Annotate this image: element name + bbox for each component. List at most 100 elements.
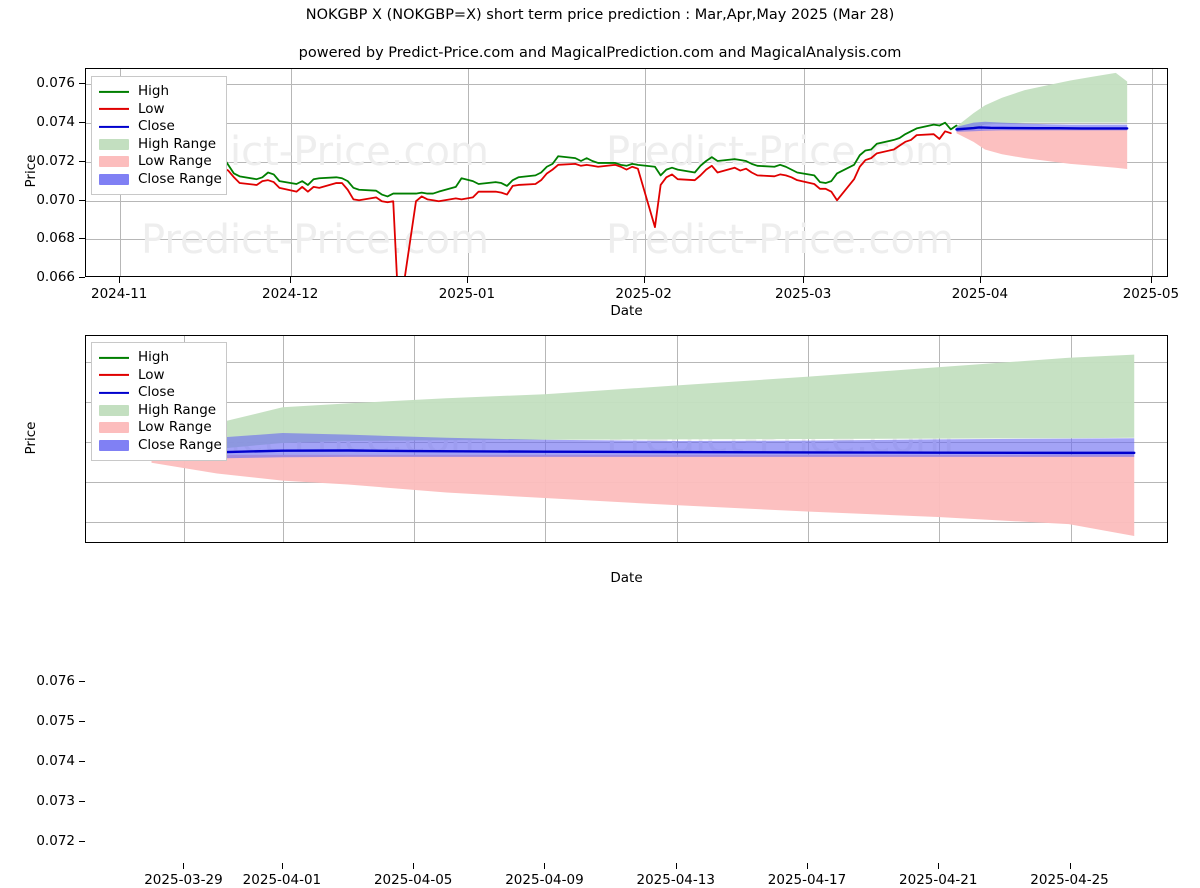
chart-series-layer bbox=[86, 72, 1167, 277]
x-axis-tick-label: 2025-01 bbox=[438, 286, 496, 302]
legend-swatch-line-icon bbox=[99, 86, 129, 98]
legend-item-close-range: Close Range bbox=[99, 437, 222, 455]
y-axis-tick bbox=[79, 238, 85, 240]
grid-line-vertical bbox=[1151, 69, 1153, 276]
chart-series-layer bbox=[86, 354, 1167, 537]
top-chart-legend[interactable]: High Low Close High Range Low Range Close Ran… bbox=[91, 76, 227, 195]
legend-swatch-line-icon bbox=[99, 387, 129, 399]
top-plot-area: Predict-Price.com Predict-Price.com Predic… bbox=[85, 68, 1168, 277]
legend-swatch-patch-icon bbox=[99, 156, 129, 168]
y-axis-tick bbox=[79, 199, 85, 201]
x-axis-tick bbox=[675, 863, 677, 869]
legend-label: Close Range bbox=[138, 170, 222, 187]
band-low-range bbox=[151, 454, 1135, 537]
legend-item-high-range: High Range bbox=[99, 402, 218, 420]
y-axis-tick-label: 0.070 bbox=[36, 191, 75, 208]
legend-item-high: High bbox=[99, 83, 218, 101]
series-line-close bbox=[956, 127, 1127, 129]
legend-item-low-range: Low Range bbox=[99, 153, 218, 171]
y-axis-tick-label: 0.073 bbox=[36, 793, 75, 809]
legend-swatch-line-icon bbox=[99, 369, 129, 381]
x-axis-tick-label: 2025-04-17 bbox=[767, 872, 847, 888]
top-chart-panel: Predict-Price.com Predict-Price.com Predic… bbox=[0, 0, 1200, 320]
legend-swatch-line-icon bbox=[99, 352, 129, 364]
series-line-low bbox=[223, 131, 951, 277]
y-axis-tick bbox=[79, 83, 85, 85]
y-axis-tick-label: 0.072 bbox=[36, 833, 75, 849]
legend-swatch-line-icon bbox=[99, 121, 129, 133]
legend-label: High Range bbox=[138, 401, 217, 418]
legend-item-close: Close bbox=[99, 384, 218, 402]
grid-line-vertical bbox=[467, 69, 469, 276]
y-axis-tick-label: 0.076 bbox=[36, 673, 75, 689]
legend-label: Close Range bbox=[138, 436, 222, 453]
y-axis-tick bbox=[79, 277, 85, 278]
x-axis-tick bbox=[938, 863, 940, 869]
x-axis-tick-label: 2024-11 bbox=[90, 286, 148, 302]
x-axis-tick-label: 2025-04-21 bbox=[899, 872, 978, 888]
x-axis-tick-label: 2025-04-01 bbox=[242, 872, 322, 888]
legend-swatch-patch-icon bbox=[99, 138, 129, 150]
page-subtitle: powered by Predict-Price.com and Magical… bbox=[298, 45, 902, 61]
x-axis-tick-label: 2025-05 bbox=[1122, 286, 1180, 302]
legend-swatch-patch-icon bbox=[99, 173, 129, 185]
legend-item-low-range: Low Range bbox=[99, 419, 218, 437]
grid-line-horizontal bbox=[86, 522, 1167, 523]
x-axis-tick bbox=[413, 863, 415, 869]
grid-line-horizontal bbox=[86, 362, 1167, 363]
grid-line-vertical bbox=[291, 69, 293, 276]
grid-line-vertical bbox=[644, 69, 646, 276]
grid-line-horizontal bbox=[86, 200, 1167, 202]
x-axis-tick-label: 2024-12 bbox=[261, 286, 319, 302]
series-line-high bbox=[223, 123, 957, 197]
series-line-close bbox=[152, 450, 1135, 454]
y-axis-tick bbox=[79, 761, 85, 762]
y-axis-tick bbox=[79, 801, 85, 802]
legend-label: High bbox=[138, 83, 170, 99]
x-axis-tick bbox=[979, 277, 981, 283]
grid-line-horizontal bbox=[86, 161, 1167, 163]
legend-swatch-patch-icon bbox=[99, 404, 129, 416]
page-title: NOKGBP X (NOKGBP=X) short term price pre… bbox=[305, 7, 895, 23]
y-axis-tick bbox=[79, 721, 85, 722]
x-axis-tick bbox=[183, 863, 185, 869]
legend-item-low: Low bbox=[99, 101, 218, 119]
chart-page: NOKGBP X (NOKGBP=X) short term price pre… bbox=[0, 0, 1200, 600]
legend-item-close-range: Close Range bbox=[99, 171, 222, 189]
legend-label: Low bbox=[138, 100, 165, 117]
grid-line-vertical bbox=[804, 69, 806, 276]
bottom-chart-legend[interactable]: High Low Close High Range Low Range Close Ran… bbox=[91, 342, 227, 461]
grid-line-vertical bbox=[808, 336, 809, 542]
x-axis-tick bbox=[466, 277, 468, 283]
grid-line-horizontal bbox=[86, 84, 1167, 86]
band-high-range bbox=[956, 72, 1128, 131]
legend-label: Close bbox=[138, 384, 175, 400]
y-axis-tick bbox=[79, 122, 85, 124]
x-axis-tick-label: 2025-04 bbox=[951, 286, 1009, 302]
legend-swatch-patch-icon bbox=[99, 422, 129, 434]
x-axis-tick bbox=[281, 863, 283, 869]
x-axis-tick-label: 2025-04-25 bbox=[1030, 872, 1109, 888]
x-axis-tick-label: 2025-04-09 bbox=[505, 872, 584, 888]
x-axis-tick bbox=[119, 277, 121, 283]
legend-label: Close bbox=[138, 118, 175, 134]
x-axis-tick bbox=[290, 277, 292, 283]
legend-label: Low bbox=[138, 366, 165, 383]
top-x-axis-title: Date bbox=[610, 303, 643, 319]
bottom-y-axis-title: Price bbox=[23, 421, 39, 455]
y-axis-tick-label: 0.066 bbox=[36, 269, 75, 285]
band-high-range bbox=[151, 354, 1135, 457]
grid-line-vertical bbox=[980, 69, 982, 276]
grid-line-horizontal bbox=[86, 239, 1167, 241]
x-axis-tick bbox=[1069, 863, 1071, 869]
y-axis-tick-label: 0.068 bbox=[36, 230, 75, 247]
legend-item-high: High bbox=[99, 349, 218, 367]
legend-label: Low Range bbox=[138, 419, 212, 435]
x-axis-tick bbox=[803, 277, 805, 283]
bottom-x-axis-title: Date bbox=[610, 570, 643, 586]
band-low-range bbox=[956, 129, 1128, 170]
x-axis-tick bbox=[1150, 277, 1152, 283]
x-axis-tick bbox=[807, 863, 808, 869]
